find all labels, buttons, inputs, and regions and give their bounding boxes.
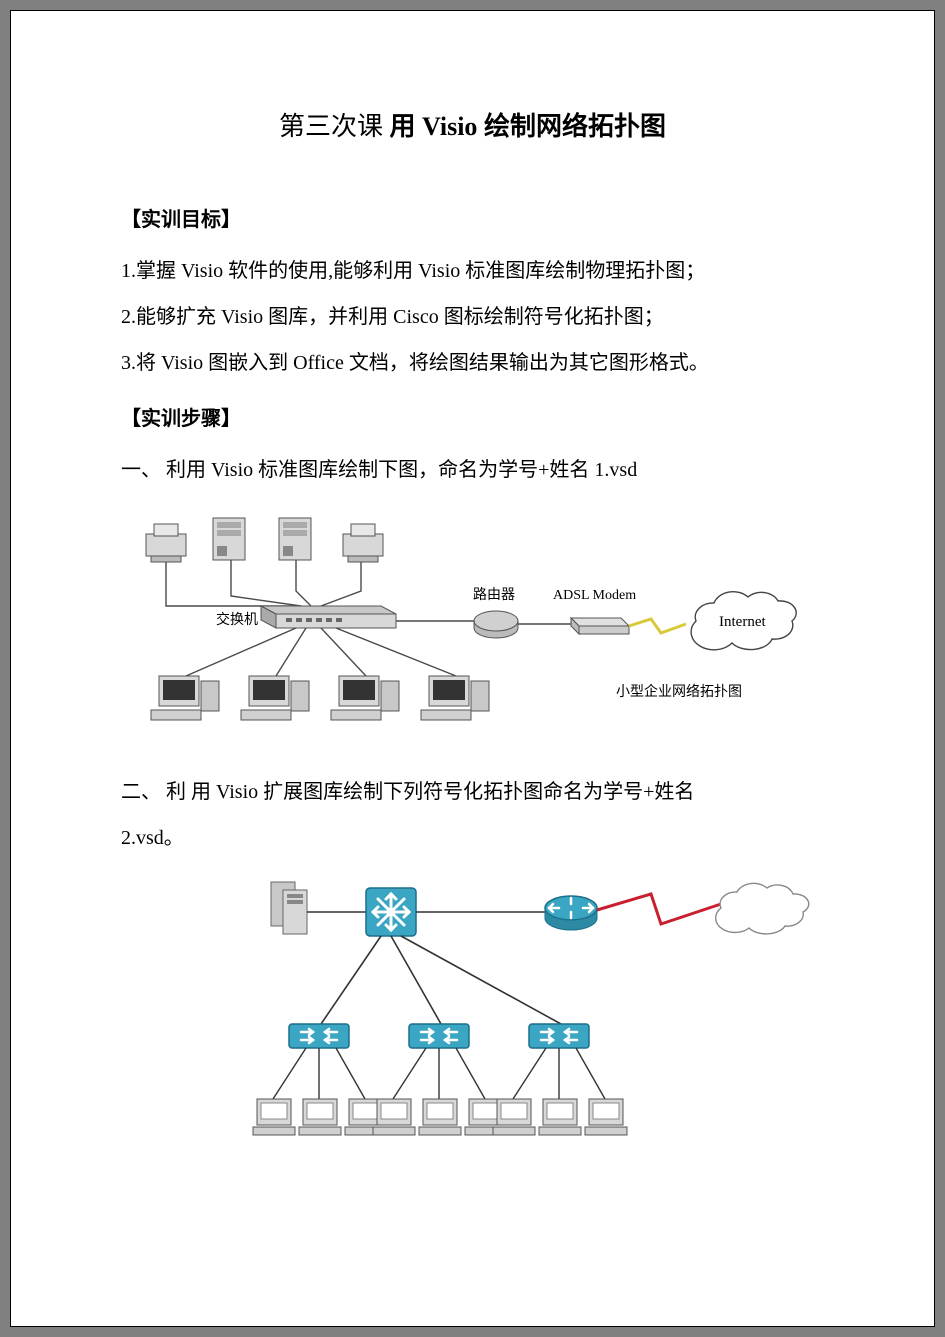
printer-2-icon	[343, 524, 383, 562]
document-page: 第三次课 用 Visio 绘制网络拓扑图 【实训目标】 1.掌握 Visio 软…	[10, 10, 935, 1327]
bottom-connection-lines	[186, 628, 456, 676]
cisco-access-switch-3-icon	[529, 1024, 589, 1048]
title-prefix: 第三次课	[279, 112, 383, 141]
pc-icon	[419, 1099, 461, 1135]
pc-grid	[253, 1099, 627, 1135]
core-access-lines	[321, 936, 561, 1024]
cisco-core-switch-icon	[366, 888, 416, 936]
switch-label: 交换机	[216, 611, 258, 628]
internet-label: Internet	[719, 614, 766, 630]
pc-icon	[421, 676, 489, 720]
pc-icon	[241, 676, 309, 720]
goal-2: 2.能够扩充 Visio 图库，并利用 Cisco 图标绘制符号化拓扑图；	[121, 296, 824, 338]
diagram1-caption: 小型企业网络拓扑图	[616, 683, 742, 700]
diagram1-svg: 交换机 路由器 ADSL Modem I	[121, 506, 826, 746]
top-connection-lines	[166, 556, 361, 606]
symbolic-topology-diagram	[121, 874, 824, 1164]
wan-cloud-icon	[716, 883, 809, 934]
step-1: 一、 利用 Visio 标准图库绘制下图，命名为学号+姓名 1.vsd	[121, 449, 824, 491]
title-mid: 用 Visio	[390, 112, 478, 141]
router-icon	[474, 611, 518, 638]
page-title: 第三次课 用 Visio 绘制网络拓扑图	[121, 106, 824, 143]
modem-icon	[571, 618, 629, 634]
wan-line-icon	[597, 894, 721, 924]
pc-icon	[151, 676, 219, 720]
modem-label: ADSL Modem	[553, 588, 636, 603]
step-2a: 二、 利 用 Visio 扩展图库绘制下列符号化拓扑图命名为学号+姓名	[121, 771, 824, 813]
step-2b: 2.vsd。	[121, 817, 824, 859]
title-suffix: 绘制网络拓扑图	[484, 112, 666, 141]
diagram2-svg	[251, 874, 811, 1164]
cisco-router-icon	[545, 896, 597, 930]
goal-1: 1.掌握 Visio 软件的使用,能够利用 Visio 标准图库绘制物理拓扑图；	[121, 250, 824, 292]
printer-1-icon	[146, 524, 186, 562]
pc-icon	[539, 1099, 581, 1135]
server-1-icon	[213, 518, 245, 560]
cisco-access-switch-1-icon	[289, 1024, 349, 1048]
server-stack-icon	[271, 882, 307, 934]
pc-icon	[299, 1099, 341, 1135]
pc-icon	[253, 1099, 295, 1135]
goal-3: 3.将 Visio 图嵌入到 Office 文档，将绘图结果输出为其它图形格式。	[121, 342, 824, 384]
pc-icon	[585, 1099, 627, 1135]
switch-icon	[261, 606, 396, 628]
pc-icon	[331, 676, 399, 720]
router-label: 路由器	[473, 587, 515, 603]
goals-heading: 【实训目标】	[121, 203, 824, 232]
pc-icon	[493, 1099, 535, 1135]
access-pc-lines	[273, 1048, 605, 1099]
cisco-access-switch-2-icon	[409, 1024, 469, 1048]
pc-icon	[373, 1099, 415, 1135]
pc-row-1	[151, 676, 489, 720]
physical-topology-diagram: 交换机 路由器 ADSL Modem I	[121, 506, 824, 746]
lightning-line-icon	[629, 619, 686, 633]
server-2-icon	[279, 518, 311, 560]
steps-heading: 【实训步骤】	[121, 402, 824, 431]
